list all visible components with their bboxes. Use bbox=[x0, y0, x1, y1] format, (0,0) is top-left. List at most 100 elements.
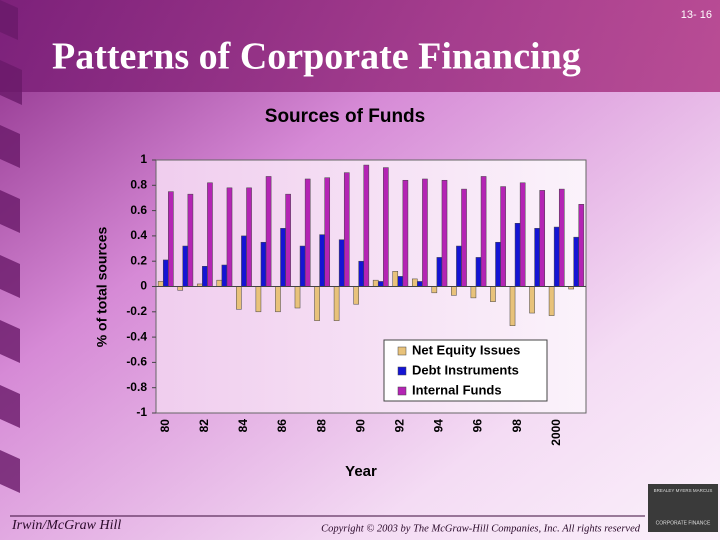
bar bbox=[275, 286, 281, 313]
y-tick-label: -0.4 bbox=[126, 329, 147, 343]
x-tick-label: 82 bbox=[197, 419, 211, 433]
y-tick-label: -0.8 bbox=[126, 380, 147, 394]
y-tick-label: 1 bbox=[140, 152, 147, 166]
slide-number: 13- 16 bbox=[681, 9, 712, 21]
bar bbox=[294, 286, 301, 309]
bar bbox=[162, 259, 169, 287]
bar bbox=[319, 234, 325, 287]
y-tick-label: -0.2 bbox=[126, 304, 147, 318]
bar bbox=[216, 279, 223, 287]
bar bbox=[475, 257, 482, 287]
bar bbox=[451, 286, 457, 296]
legend-swatch bbox=[397, 346, 407, 356]
bar bbox=[372, 279, 379, 287]
bar bbox=[314, 286, 320, 321]
y-tick-label: -1 bbox=[136, 405, 147, 419]
bar bbox=[490, 286, 496, 302]
bar bbox=[500, 186, 506, 287]
bar bbox=[343, 172, 350, 287]
legend-swatch bbox=[397, 386, 407, 396]
bar bbox=[377, 281, 384, 287]
x-axis-label: Year bbox=[345, 463, 377, 480]
y-tick-label: 0 bbox=[140, 279, 147, 293]
bar bbox=[324, 177, 331, 287]
x-tick-label: 80 bbox=[158, 419, 172, 433]
header-band bbox=[0, 0, 720, 92]
y-tick-label: 0.4 bbox=[130, 228, 147, 242]
x-tick-label: 88 bbox=[314, 419, 328, 433]
bar bbox=[207, 182, 213, 287]
bar bbox=[509, 286, 516, 326]
bar bbox=[177, 286, 184, 291]
bar bbox=[411, 278, 418, 287]
y-tick-label: -0.6 bbox=[126, 355, 147, 369]
bar bbox=[255, 286, 262, 313]
decoration bbox=[0, 0, 22, 493]
bar bbox=[480, 176, 487, 287]
bar bbox=[553, 226, 560, 287]
bar bbox=[558, 188, 565, 287]
bar bbox=[226, 187, 233, 287]
bar bbox=[402, 179, 409, 287]
bar bbox=[246, 187, 252, 287]
legend-swatch bbox=[397, 366, 407, 376]
bar bbox=[573, 236, 580, 287]
bar bbox=[187, 193, 194, 287]
bar bbox=[461, 188, 467, 287]
bar bbox=[519, 182, 526, 287]
chart-title: Sources of Funds bbox=[265, 106, 425, 127]
bar bbox=[539, 190, 546, 287]
bar bbox=[182, 245, 189, 287]
bar bbox=[202, 266, 208, 287]
bar bbox=[260, 241, 267, 287]
bar bbox=[470, 286, 477, 299]
bar bbox=[353, 286, 359, 305]
bar bbox=[304, 178, 311, 287]
bar bbox=[436, 257, 443, 287]
bar bbox=[397, 276, 404, 287]
bar bbox=[514, 223, 521, 287]
bar bbox=[534, 228, 540, 287]
bar bbox=[358, 260, 365, 287]
bar bbox=[280, 228, 286, 287]
bar bbox=[285, 193, 291, 287]
bar bbox=[431, 286, 438, 294]
x-tick-label: 84 bbox=[236, 419, 250, 433]
bar bbox=[221, 264, 228, 287]
bar bbox=[578, 204, 585, 287]
logo-authors: BREALEY MYERS MARCUS bbox=[654, 488, 713, 493]
bar bbox=[495, 241, 501, 287]
bar bbox=[441, 179, 448, 287]
bar bbox=[333, 286, 340, 321]
bar bbox=[363, 164, 370, 287]
legend bbox=[383, 339, 548, 402]
legend-label: Debt Instruments bbox=[412, 362, 519, 377]
x-tick-label: 96 bbox=[471, 419, 485, 433]
bar bbox=[236, 286, 242, 310]
bar bbox=[157, 281, 164, 287]
bar bbox=[299, 245, 306, 287]
x-tick-label: 98 bbox=[510, 419, 524, 433]
y-tick-label: 0.6 bbox=[130, 203, 147, 217]
y-axis-label: % of total sources bbox=[94, 227, 110, 348]
x-tick-label: 90 bbox=[353, 419, 367, 433]
slide-title: Patterns of Corporate Financing bbox=[52, 36, 581, 78]
logo bbox=[648, 484, 718, 532]
bar bbox=[241, 235, 247, 287]
x-tick-label: 94 bbox=[432, 419, 446, 433]
bar bbox=[392, 271, 399, 287]
y-tick-label: 0.8 bbox=[130, 177, 147, 191]
x-tick-label: 92 bbox=[392, 419, 406, 433]
bar bbox=[265, 176, 272, 287]
x-tick-label: 2000 bbox=[549, 419, 563, 446]
legend-label: Internal Funds bbox=[412, 382, 502, 397]
bar bbox=[548, 286, 555, 316]
bar bbox=[529, 286, 535, 314]
x-tick-label: 86 bbox=[275, 419, 289, 433]
bar bbox=[338, 239, 345, 287]
logo-book: CORPORATE FINANCE bbox=[656, 520, 711, 526]
y-tick-label: 0.2 bbox=[130, 253, 147, 267]
bar bbox=[383, 167, 389, 287]
bar bbox=[422, 178, 428, 287]
